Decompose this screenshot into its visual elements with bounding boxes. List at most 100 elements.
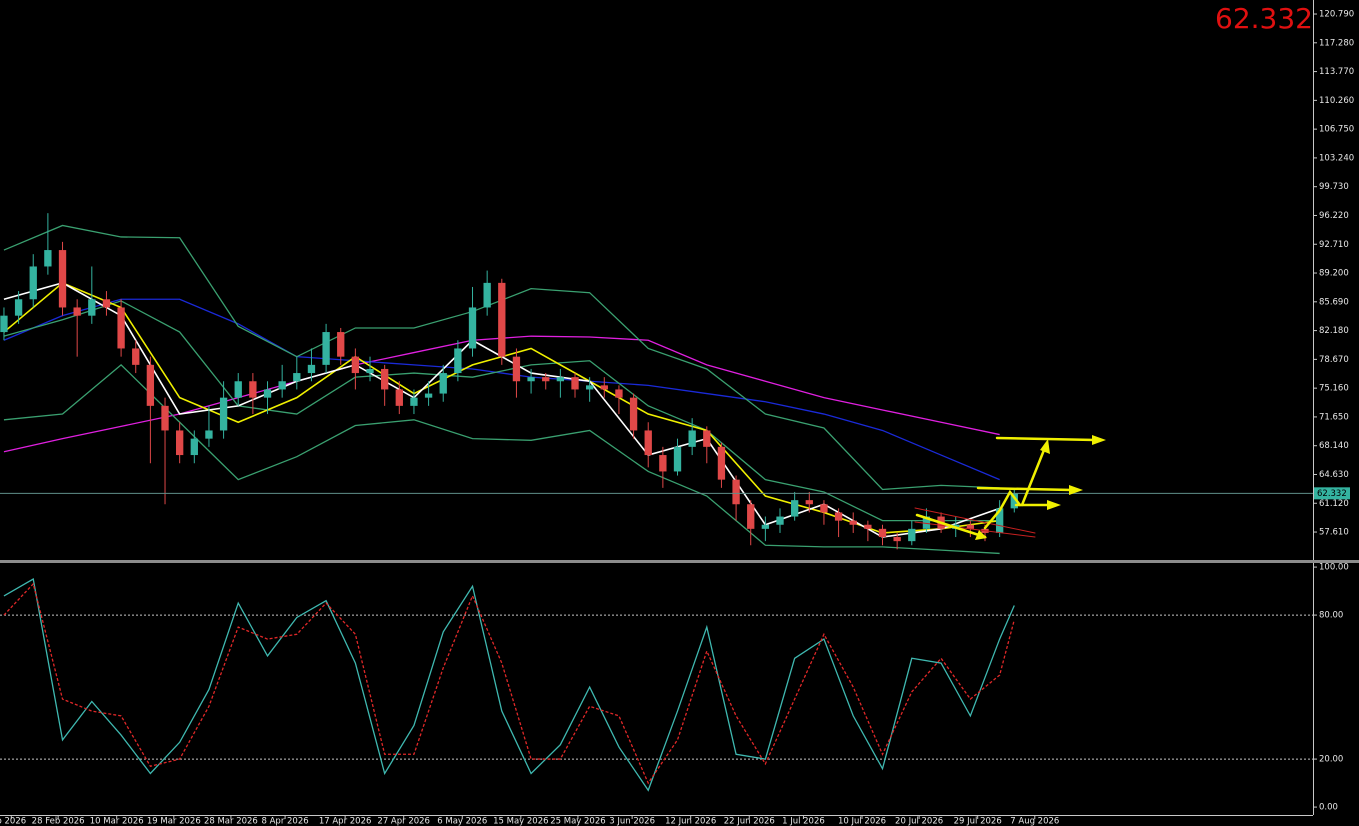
candle-body xyxy=(542,377,550,382)
candle-body xyxy=(849,520,857,525)
candle-body xyxy=(776,516,784,525)
candle-body xyxy=(498,282,506,357)
y-tick-label: 80.00 xyxy=(1319,611,1343,621)
y-tick-label: 64.630 xyxy=(1319,470,1349,480)
arrow-head xyxy=(1092,435,1106,445)
y-tick-label: 106.750 xyxy=(1319,125,1354,135)
x-tick-label: 15 May 2026 xyxy=(493,817,548,826)
y-tick-label: 117.280 xyxy=(1319,38,1354,48)
candle-body xyxy=(293,373,301,382)
x-tick-label: 12 Jun 2026 xyxy=(665,817,716,826)
candle-body xyxy=(717,446,726,480)
candle-body xyxy=(410,397,418,406)
y-tick-label: 57.610 xyxy=(1319,528,1349,538)
x-tick-label: 20 Jul 2026 xyxy=(895,817,943,826)
candle-body xyxy=(132,348,140,365)
candle-body xyxy=(176,430,184,456)
candle-body xyxy=(337,332,345,357)
y-tick-label: 20.00 xyxy=(1319,755,1343,765)
y-tick-label: 120.790 xyxy=(1319,10,1354,20)
candle-body xyxy=(761,524,770,529)
x-tick-label: 22 Jun 2026 xyxy=(724,817,775,826)
candle-body xyxy=(585,385,594,390)
candle-body xyxy=(1010,493,1018,509)
price-tag-label: 62.332 xyxy=(1317,489,1347,499)
candle-body xyxy=(351,356,360,374)
candle-body xyxy=(395,389,403,406)
x-tick-label: 10 Mar 2026 xyxy=(90,817,144,826)
y-tick-label: 0.00 xyxy=(1319,803,1338,813)
candle-body xyxy=(995,508,1004,533)
candle-body xyxy=(0,315,8,333)
annotation-arrow xyxy=(915,513,987,539)
x-tick-label: 8 Apr 2026 xyxy=(262,817,309,826)
x-tick-label: 28 Mar 2026 xyxy=(204,817,258,826)
annotation-arrow xyxy=(983,489,1022,530)
x-tick-label: 27 Apr 2026 xyxy=(377,817,430,826)
y-tick-label: 78.670 xyxy=(1319,355,1349,365)
x-tick-label: 6 May 2026 xyxy=(437,817,487,826)
annotation-arrow xyxy=(995,436,1097,442)
candle-body xyxy=(161,405,169,431)
candle-body xyxy=(878,528,887,538)
candle-body xyxy=(468,307,477,349)
channel-line xyxy=(914,507,1036,534)
candle-body xyxy=(439,373,447,394)
candle-body xyxy=(893,537,901,542)
candle-body xyxy=(424,393,433,398)
y-tick-label: 110.260 xyxy=(1319,96,1354,106)
candle-body xyxy=(205,430,213,439)
y-tick-label: 82.180 xyxy=(1319,326,1349,336)
x-tick-label: 28 Feb 2026 xyxy=(32,817,85,826)
candle-body xyxy=(58,250,67,308)
candle-body xyxy=(864,524,872,529)
candle-body xyxy=(615,389,623,398)
candle-body xyxy=(834,512,843,521)
price-tag xyxy=(1314,487,1350,500)
candle-body xyxy=(322,332,330,365)
candle-body xyxy=(88,299,96,316)
y-tick-label: 75.160 xyxy=(1319,384,1349,394)
candle-body xyxy=(380,368,389,390)
candle-body xyxy=(278,381,286,390)
candle-body xyxy=(908,528,916,542)
annotation-arrow xyxy=(976,486,1074,492)
candle-body xyxy=(966,524,975,529)
indicator-line xyxy=(3,300,1000,522)
candle-body xyxy=(659,455,667,472)
candle-body xyxy=(190,438,198,456)
candle-body xyxy=(454,348,462,374)
candle-body xyxy=(629,397,638,431)
candle-body xyxy=(102,299,111,308)
candle-body xyxy=(790,500,799,517)
y-tick-label: 96.220 xyxy=(1319,211,1349,221)
candle-body xyxy=(219,397,228,431)
y-tick-label: 71.650 xyxy=(1319,412,1349,422)
candle-body xyxy=(366,368,374,374)
candle-body xyxy=(44,250,52,267)
pane-separator xyxy=(0,560,1359,563)
candle-body xyxy=(307,364,316,374)
x-tick-label: 25 May 2026 xyxy=(550,817,605,826)
candle-body xyxy=(234,381,242,398)
candle-body xyxy=(922,516,931,529)
x-tick-label: 19 Mar 2026 xyxy=(147,817,201,826)
candle-body xyxy=(29,266,37,300)
x-tick-label: b 2026 xyxy=(0,817,26,826)
candle-body xyxy=(146,364,155,406)
x-tick-label: 17 Apr 2026 xyxy=(319,817,372,826)
candle-body xyxy=(527,377,535,382)
indicator-line xyxy=(3,582,1015,785)
arrow-head xyxy=(975,530,987,540)
candle-body xyxy=(747,504,755,529)
indicator-line xyxy=(3,363,1000,555)
y-tick-label: 92.710 xyxy=(1319,240,1349,250)
candle-body xyxy=(703,430,711,447)
y-tick-label: 68.140 xyxy=(1319,441,1349,451)
indicator-line xyxy=(3,298,1000,481)
channel-line xyxy=(914,521,1036,538)
candle-body xyxy=(644,430,652,456)
candle-body xyxy=(512,356,521,382)
y-tick-label: 85.690 xyxy=(1319,297,1349,307)
